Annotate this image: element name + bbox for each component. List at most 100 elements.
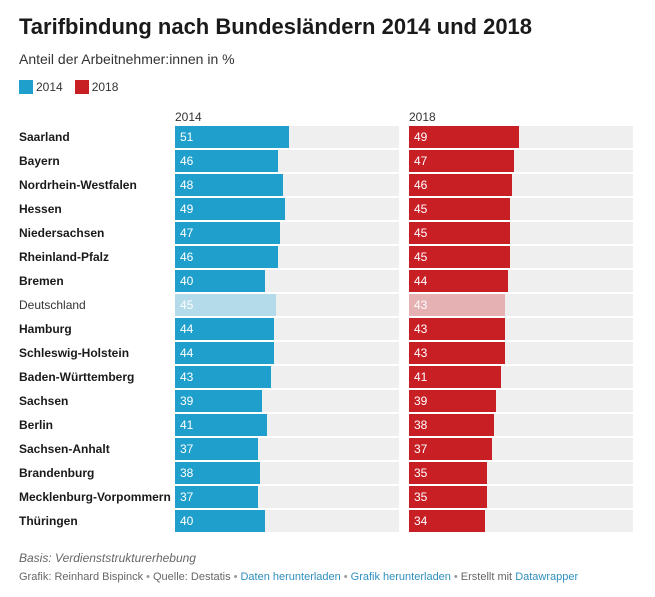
bar-value-label: 45 (414, 250, 428, 264)
bar-track-2014: 49 (175, 198, 399, 220)
bar-2018: 46 (409, 174, 513, 196)
bar-2014: 40 (175, 510, 265, 532)
bar-value-label: 35 (414, 490, 428, 504)
bar-2014: 51 (175, 126, 290, 148)
bar-2018: 35 (409, 462, 488, 484)
bar-track-2018: 45 (409, 198, 633, 220)
category-label: Hessen (19, 202, 62, 216)
bar-value-label: 46 (180, 250, 194, 264)
category-label: Sachsen-Anhalt (19, 442, 110, 456)
datawrapper-link[interactable]: Datawrapper (515, 571, 579, 583)
category-label: Schleswig-Holstein (19, 346, 130, 360)
category-label: Sachsen (19, 394, 69, 408)
bar-track-2018: 39 (409, 390, 633, 412)
bar-2014: 37 (175, 486, 258, 508)
chart-notes: Basis: Verdienststrukturerhebung (19, 551, 196, 565)
bar-track-2014: 48 (175, 174, 399, 196)
bar-2014: 46 (175, 150, 279, 172)
category-label: Berlin (19, 418, 54, 432)
bar-track-2018: 47 (409, 150, 633, 172)
bar-2014: 41 (175, 414, 267, 436)
bar-track-2014: 40 (175, 270, 399, 292)
bar-track-2014: 45 (175, 294, 399, 316)
bar-track-2014: 40 (175, 510, 399, 532)
bar-2018: 38 (409, 414, 495, 436)
bar-track-2018: 43 (409, 318, 633, 340)
category-label: Deutschland (19, 298, 86, 312)
chart-row: Schleswig-Holstein 44 43 (0, 342, 655, 364)
bar-track-2014: 47 (175, 222, 399, 244)
bar-value-label: 37 (180, 442, 194, 456)
bar-track-2014: 37 (175, 486, 399, 508)
bar-track-2018: 49 (409, 126, 633, 148)
bar-2018: 35 (409, 486, 488, 508)
bar-value-label: 45 (180, 298, 194, 312)
footer-separator: • (146, 571, 150, 583)
bar-track-2018: 41 (409, 366, 633, 388)
bar-value-label: 39 (180, 394, 194, 408)
category-label: Hamburg (19, 322, 72, 336)
bar-track-2014: 51 (175, 126, 399, 148)
bar-track-2018: 38 (409, 414, 633, 436)
chart-row: Hessen 49 45 (0, 198, 655, 220)
chart-row: Baden-Württemberg 43 41 (0, 366, 655, 388)
bar-2018: 41 (409, 366, 501, 388)
bar-2018: 45 (409, 222, 510, 244)
bar-value-label: 44 (180, 322, 194, 336)
column-header-2018: 2018 (409, 110, 436, 124)
legend-label-2014: 2014 (36, 80, 63, 94)
bar-2014: 43 (175, 366, 272, 388)
footer-source: Quelle: Destatis (152, 571, 231, 583)
bar-2018: 47 (409, 150, 515, 172)
bar-2018: 49 (409, 126, 519, 148)
chart-row: Hamburg 44 43 (0, 318, 655, 340)
footer-author: Grafik: Reinhard Bispinck (19, 571, 144, 583)
bar-value-label: 40 (180, 514, 194, 528)
chart-row: Sachsen 39 39 (0, 390, 655, 412)
category-label: Bayern (19, 154, 60, 168)
bar-track-2014: 46 (175, 246, 399, 268)
footer-separator: • (343, 571, 348, 583)
bar-2014: 47 (175, 222, 281, 244)
bar-track-2014: 44 (175, 342, 399, 364)
bar-track-2014: 39 (175, 390, 399, 412)
bar-2014: 45 (175, 294, 276, 316)
bar-value-label: 41 (414, 370, 428, 384)
bar-value-label: 40 (180, 274, 194, 288)
bar-value-label: 49 (180, 202, 194, 216)
chart-row: Deutschland 45 43 (0, 294, 655, 316)
bar-value-label: 39 (414, 394, 428, 408)
download-graphic-link[interactable]: Grafik herunterladen (350, 571, 451, 583)
bar-value-label: 44 (414, 274, 428, 288)
category-label: Rheinland-Pfalz (19, 250, 110, 264)
chart-footer: Grafik: Reinhard Bispinck • Quelle: Destat… (19, 571, 578, 583)
chart-row: Sachsen-Anhalt 37 37 (0, 438, 655, 460)
bar-2014: 37 (175, 438, 258, 460)
chart-row: Saarland 51 49 (0, 126, 655, 148)
bar-track-2018: 35 (409, 486, 633, 508)
legend-swatch-2014 (19, 80, 33, 94)
bar-track-2018: 45 (409, 222, 633, 244)
bar-2018: 45 (409, 198, 510, 220)
chart-row: Bayern 46 47 (0, 150, 655, 172)
chart-row: Brandenburg 38 35 (0, 462, 655, 484)
bar-track-2018: 45 (409, 246, 633, 268)
download-data-link[interactable]: Daten herunterladen (240, 571, 341, 583)
bar-2018: 45 (409, 246, 510, 268)
category-label: Brandenburg (19, 466, 95, 480)
bar-value-label: 37 (180, 490, 194, 504)
bar-track-2018: 43 (409, 342, 633, 364)
legend-item-2018: 2018 (74, 80, 118, 94)
bar-value-label: 48 (180, 178, 194, 192)
bar-2018: 37 (409, 438, 492, 460)
bar-2014: 40 (175, 270, 265, 292)
bar-value-label: 38 (180, 466, 194, 480)
bar-2018: 44 (409, 270, 508, 292)
bar-value-label: 41 (180, 418, 194, 432)
bar-track-2014: 43 (175, 366, 399, 388)
chart-row: Nordrhein-Westfalen 48 46 (0, 174, 655, 196)
bar-track-2018: 46 (409, 174, 633, 196)
bar-track-2018: 43 (409, 294, 633, 316)
bar-track-2018: 34 (409, 510, 633, 532)
bar-track-2014: 37 (175, 438, 399, 460)
